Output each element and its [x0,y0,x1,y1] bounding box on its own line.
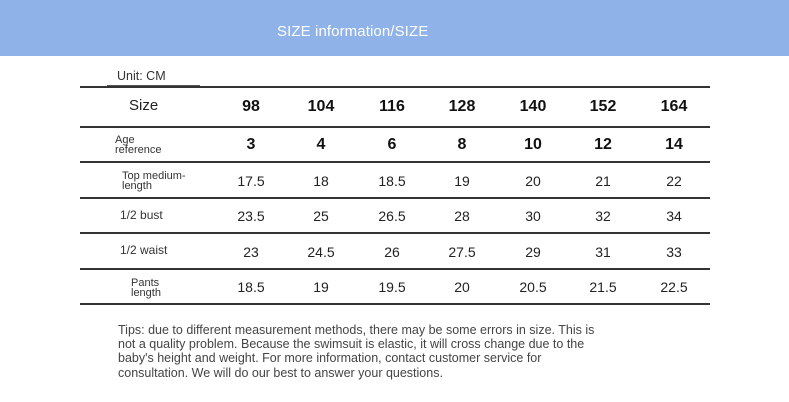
table-cell: 33 [666,244,682,260]
unit-underline [107,85,200,86]
size-column-header: 104 [307,98,335,115]
row-label: 1/2 waist [120,243,168,257]
table-cell: 26.5 [378,208,406,224]
table-cell: 28 [454,208,470,224]
row-label-line: Top medium- [122,170,186,182]
table-cell: 12 [594,136,612,153]
row-label-line: length [122,180,152,192]
tips-paragraph: Tips: due to different measurement metho… [118,323,678,380]
table-cell: 34 [666,208,682,224]
table-cell: 27.5 [448,244,476,260]
table-cell: 21 [595,173,611,189]
row-label-line: Pants [131,277,160,289]
table-cell: 24.5 [307,244,335,260]
table-cell: 29 [525,244,541,260]
table-rule [80,268,710,270]
table-rule [80,126,710,128]
table-cell: 18.5 [378,173,406,189]
table-cell: 20 [454,279,470,295]
banner-title: SIZE information/SIZE [277,23,429,40]
table-cell: 25 [313,208,329,224]
tips-line: Tips: due to different measurement metho… [118,323,595,337]
table-cell: 23.5 [237,208,265,224]
table-cell: 26 [384,244,400,260]
table-rule [80,161,710,163]
table-cell: 14 [665,136,683,153]
tips-line: consultation. We will do our best to ans… [118,365,443,380]
row-label: Pants length [131,277,161,299]
table-cell: 17.5 [237,173,265,189]
table-cell: 22 [666,173,682,189]
table-cell: 19.5 [378,279,406,295]
table-rule [80,197,710,199]
row-label-line: Age [115,134,135,146]
table-rule [80,86,710,88]
header-label: Size [129,97,159,114]
table-cell: 32 [595,208,611,224]
table-cell: 4 [316,136,326,153]
table-cell: 20 [525,173,541,189]
unit-label: Unit: CM [117,69,166,83]
table-cell: 19 [313,279,329,295]
table-cell: 31 [595,244,611,260]
tips-line: baby's height and weight. For more infor… [118,351,542,366]
table-cell: 20.5 [519,279,547,295]
table-cell: 23 [243,244,259,260]
row-label: Age reference [115,134,162,156]
table-rule [80,303,710,305]
row-label-line: length [131,287,161,299]
row-label: 1/2 bust [120,208,163,222]
table-cell: 3 [246,136,256,153]
header-banner: SIZE information/SIZE [0,0,789,56]
row-label-line: reference [115,144,162,156]
size-column-header: 128 [448,98,476,115]
table-rule [80,232,710,234]
table-cell: 10 [524,136,542,153]
table-cell: 6 [387,136,397,153]
table-cell: 8 [457,136,467,153]
size-column-header: 140 [519,98,547,115]
size-column-header: 152 [589,98,617,115]
tips-line: not a quality problem. Because the swims… [118,337,585,352]
table-cell: 18.5 [237,279,265,295]
size-column-header: 116 [379,98,405,115]
table-cell: 19 [454,173,470,189]
table-cell: 30 [525,208,541,224]
table-cell: 18 [313,173,329,189]
table-cell: 22.5 [660,279,688,295]
row-label: Top medium- length [122,170,186,192]
table-cell: 21.5 [589,279,617,295]
size-column-header: 164 [660,98,688,115]
size-column-header: 98 [242,98,260,115]
